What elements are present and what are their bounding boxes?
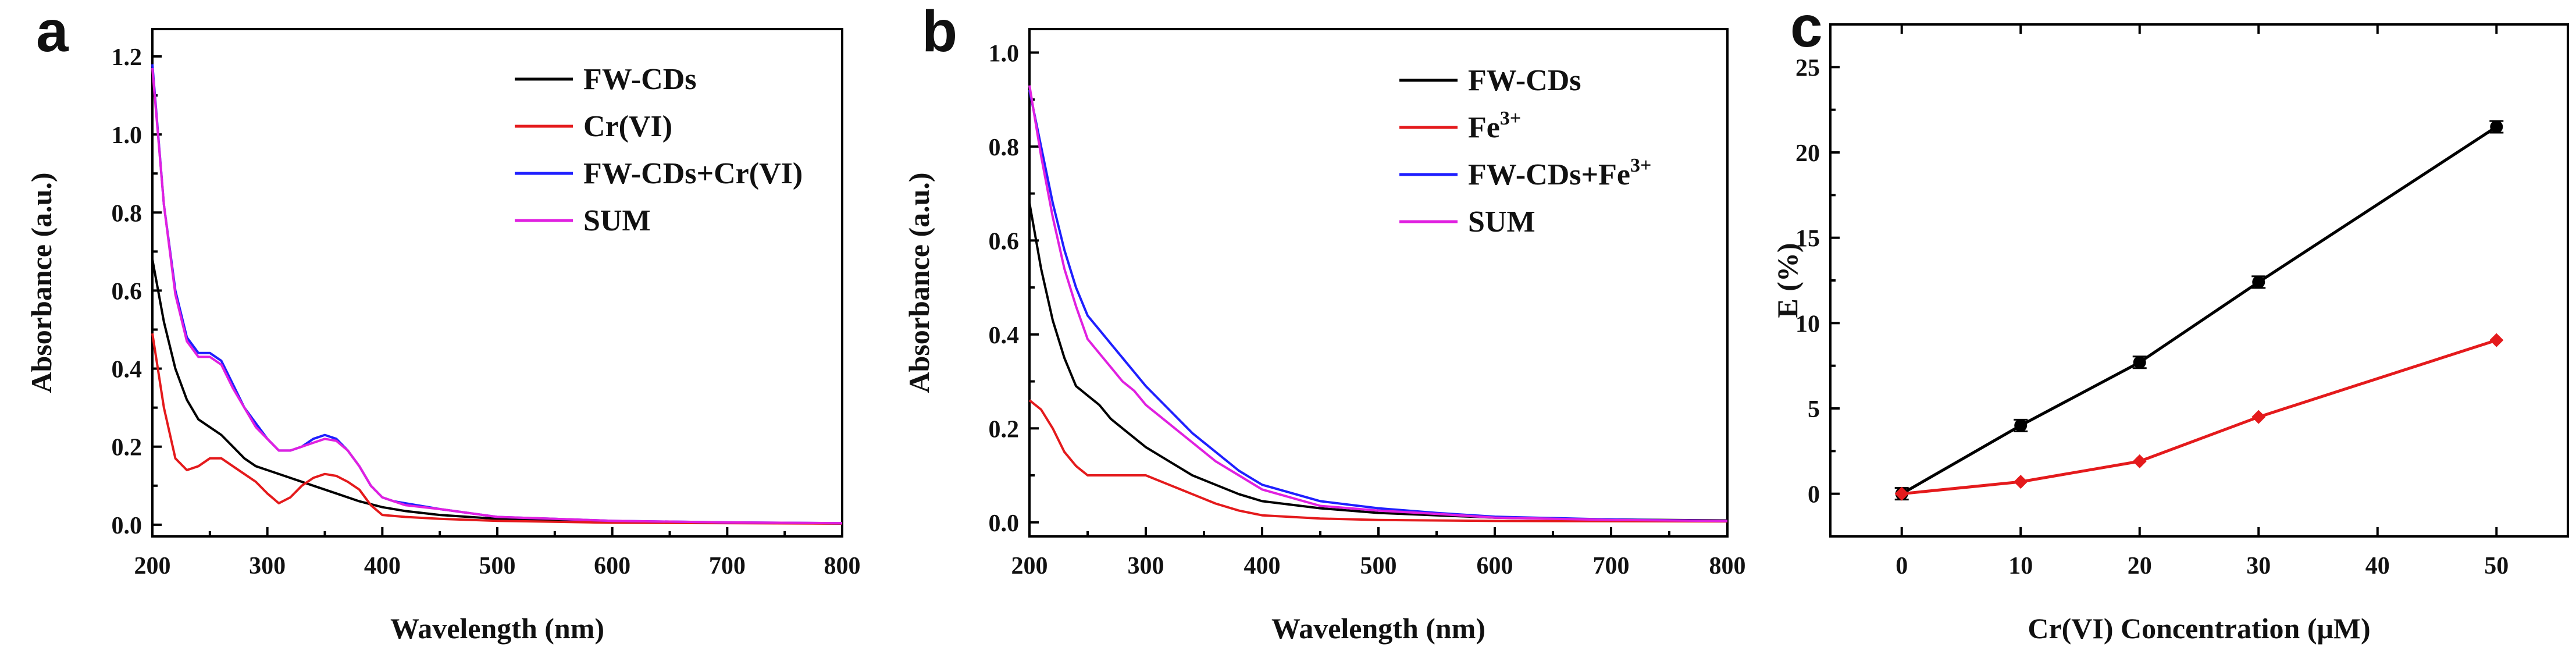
series-line-4 bbox=[151, 67, 843, 525]
x-tick-label: 40 bbox=[2365, 553, 2390, 579]
y-tick-label: 20 bbox=[1795, 140, 1820, 167]
x-tick-label: 500 bbox=[1360, 553, 1397, 579]
series-line-2 bbox=[151, 333, 843, 525]
data-point bbox=[2490, 120, 2503, 133]
series-line-1 bbox=[1028, 202, 1728, 522]
data-point bbox=[1894, 486, 1909, 501]
x-tick-label: 700 bbox=[1593, 553, 1630, 579]
y-tick-label: 1.0 bbox=[989, 40, 1020, 67]
y-tick-label: 0.0 bbox=[989, 510, 1020, 537]
panel-c-ylabel: E (%) bbox=[1771, 243, 1804, 318]
data-point bbox=[2252, 275, 2265, 289]
panel-c-axes-frame bbox=[1829, 23, 2569, 538]
x-tick-label: 300 bbox=[1128, 553, 1164, 579]
x-tick-label: 200 bbox=[134, 553, 171, 579]
data-point bbox=[2014, 419, 2028, 432]
x-tick-label: 600 bbox=[594, 553, 630, 579]
legend-label: FW-CDs+Cr(VI) bbox=[583, 157, 803, 190]
x-tick-label: 30 bbox=[2246, 553, 2271, 579]
x-tick-label: 800 bbox=[1709, 553, 1746, 579]
panel-b-ticks: 200 300 400 500 600 700 800 0.0 0.2 0.4 0.6 0.8 1.0 bbox=[989, 40, 1746, 579]
x-tick-label: 20 bbox=[2128, 553, 2152, 579]
y-tick-label: 0.0 bbox=[112, 513, 142, 539]
x-tick-label: 0 bbox=[1896, 553, 1908, 579]
y-tick-label: 10 bbox=[1795, 311, 1820, 337]
series-line-1 bbox=[151, 259, 843, 525]
y-tick-label: 0.6 bbox=[112, 278, 142, 305]
panel-b-xlabel: Wavelength (nm) bbox=[1271, 612, 1485, 645]
panel-b-letter: b bbox=[922, 0, 957, 64]
legend-label: FW-CDs+Fe3+ bbox=[1468, 155, 1651, 191]
legend-label: FW-CDs bbox=[583, 63, 697, 96]
panel-a-xlabel: Wavelength (nm) bbox=[390, 612, 604, 645]
legend-label: Cr(VI) bbox=[583, 110, 672, 143]
panel-b-legend: FW-CDs Fe3+ FW-CDs+Fe3+ SUM bbox=[1399, 64, 1651, 239]
series-line-4 bbox=[1028, 85, 1728, 522]
panel-a: a 200 300 400 500 600 700 800 0.0 0.2 0.4 0.6 0.8 1.… bbox=[25, 0, 861, 645]
x-tick-label: 10 bbox=[2008, 553, 2033, 579]
series-line-3 bbox=[151, 64, 843, 525]
y-tick-label: 15 bbox=[1795, 226, 1820, 253]
y-tick-label: 0.8 bbox=[989, 134, 1020, 161]
series-line-2 bbox=[1028, 399, 1728, 523]
y-tick-label: 25 bbox=[1795, 55, 1820, 81]
data-point bbox=[2014, 475, 2028, 489]
x-tick-label: 700 bbox=[709, 553, 746, 579]
y-tick-label: 0.8 bbox=[112, 200, 142, 227]
panel-b-series bbox=[1028, 85, 1728, 523]
y-tick-label: 1.0 bbox=[112, 122, 142, 149]
panel-a-ylabel: Absorbance (a.u.) bbox=[25, 172, 58, 393]
y-tick-label: 0.2 bbox=[989, 416, 1020, 443]
panel-c-xlabel: Cr(VI) Concentration (μM) bbox=[2028, 612, 2370, 645]
data-point bbox=[2489, 333, 2504, 347]
legend-label: FW-CDs bbox=[1468, 64, 1581, 97]
y-tick-label: 0.4 bbox=[989, 322, 1020, 349]
x-tick-label: 300 bbox=[249, 553, 286, 579]
panel-a-series bbox=[151, 64, 843, 525]
y-tick-label: 0.6 bbox=[989, 228, 1020, 255]
x-tick-label: 500 bbox=[479, 553, 516, 579]
x-tick-label: 400 bbox=[364, 553, 401, 579]
legend-label: SUM bbox=[1468, 205, 1535, 239]
x-tick-label: 400 bbox=[1244, 553, 1281, 579]
x-tick-label: 200 bbox=[1011, 553, 1048, 579]
panel-b-ylabel: Absorbance (a.u.) bbox=[903, 172, 935, 393]
data-point bbox=[2251, 410, 2266, 424]
y-tick-label: 0.2 bbox=[112, 435, 142, 461]
y-tick-label: 0 bbox=[1808, 482, 1820, 508]
x-tick-label: 600 bbox=[1477, 553, 1513, 579]
panel-a-ticks: 200 300 400 500 600 700 800 0.0 0.2 0.4 0.6 0.8 1.0 1… bbox=[112, 44, 861, 579]
panel-c: c 0 10 20 30 40 50 0 5 10 15 20 25 Cr(VI) Concentra… bbox=[1771, 0, 2569, 645]
panel-c-series bbox=[1894, 120, 2504, 501]
panel-c-letter: c bbox=[1790, 0, 1823, 59]
series-line-2 bbox=[1901, 339, 2497, 496]
panel-a-legend: FW-CDs Cr(VI) FW-CDs+Cr(VI) SUM bbox=[515, 63, 803, 237]
panel-a-axes-frame bbox=[151, 28, 843, 538]
panel-c-ticks: 0 10 20 30 40 50 0 5 10 15 20 25 bbox=[1795, 24, 2509, 579]
y-tick-label: 0.4 bbox=[112, 357, 142, 383]
y-tick-label: 1.2 bbox=[112, 44, 142, 71]
panel-b: b 200 300 400 500 600 700 800 0.0 0.2 0.4 0.6 0.8 1.… bbox=[903, 0, 1746, 645]
y-tick-label: 5 bbox=[1808, 396, 1820, 423]
panel-a-letter: a bbox=[36, 0, 69, 64]
series-line-3 bbox=[1028, 90, 1728, 522]
data-point bbox=[2132, 454, 2147, 468]
legend-label: SUM bbox=[583, 204, 651, 237]
legend-label: Fe3+ bbox=[1468, 108, 1521, 144]
panel-b-axes-frame bbox=[1028, 28, 1729, 538]
x-tick-label: 50 bbox=[2484, 553, 2509, 579]
x-tick-label: 800 bbox=[824, 553, 861, 579]
data-point bbox=[2133, 355, 2146, 369]
